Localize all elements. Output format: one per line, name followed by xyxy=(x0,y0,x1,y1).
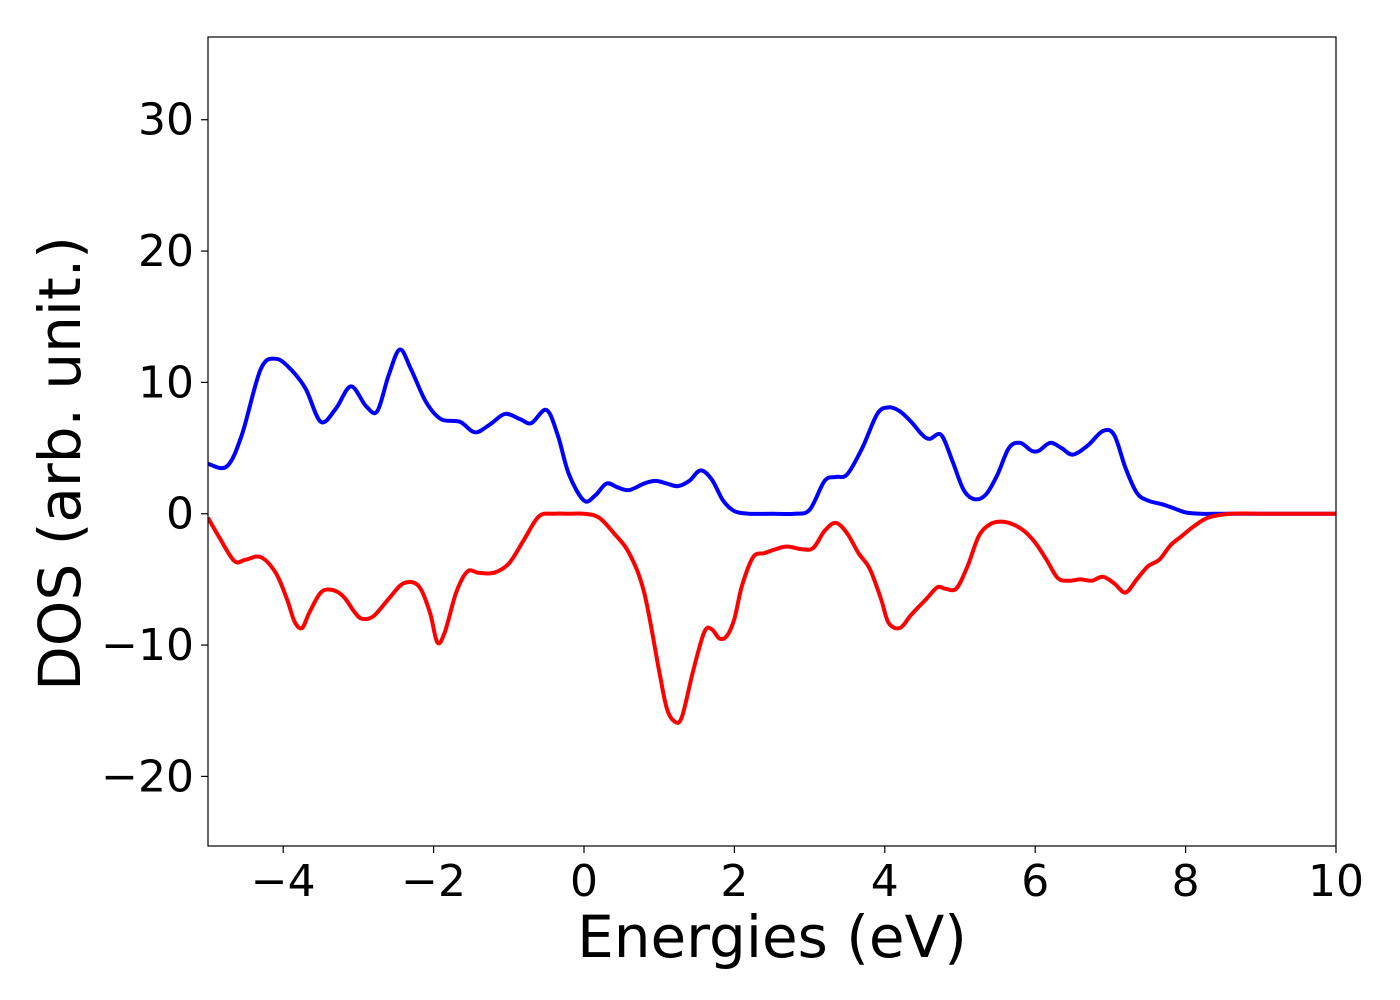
axes-frame xyxy=(207,36,1337,847)
y-tick-label: 0 xyxy=(166,489,194,540)
x-tick-label: −2 xyxy=(401,856,466,907)
y-tick-label: 30 xyxy=(138,95,194,146)
x-tick-label: 8 xyxy=(1172,856,1200,907)
x-tick-label: 0 xyxy=(570,856,598,907)
y-tick-label: −10 xyxy=(101,620,194,671)
spin-up-line xyxy=(208,347,1336,517)
spin-down-line xyxy=(208,511,1336,725)
y-tick-label: −20 xyxy=(101,751,194,802)
y-axis-label: DOS (arb. unit.) xyxy=(26,236,94,691)
y-tick-label: 20 xyxy=(138,226,194,277)
x-axis-ticks: −4 −2 0 2 4 6 8 10 xyxy=(251,846,1364,907)
x-axis-label: Energies (eV) xyxy=(577,903,967,971)
x-tick-label: 6 xyxy=(1021,856,1049,907)
series-layer xyxy=(208,347,1336,725)
x-tick-label: 10 xyxy=(1308,856,1364,907)
x-tick-label: 4 xyxy=(871,856,899,907)
x-tick-label: −4 xyxy=(251,856,316,907)
y-tick-label: 10 xyxy=(138,357,194,408)
y-axis-ticks: −20 −10 0 10 20 30 xyxy=(101,95,208,802)
x-tick-label: 2 xyxy=(720,856,748,907)
